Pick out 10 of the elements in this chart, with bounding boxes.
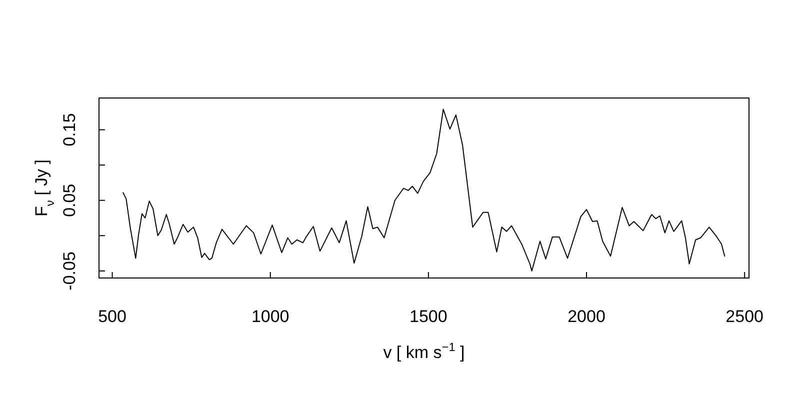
- x-tick-label: 500: [98, 307, 126, 326]
- x-tick-label: 1000: [251, 307, 290, 326]
- x-axis-title: v [ km s$^{−1}$ ]: [383, 340, 465, 362]
- y-tick-label: 0.15: [60, 113, 79, 146]
- line-series: [122, 108, 726, 272]
- y-tick-label: -0.05: [60, 252, 79, 290]
- x-tick-label: 2500: [726, 307, 764, 326]
- y-tick-label: 0.05: [60, 184, 79, 217]
- x-tick-label: 2000: [568, 307, 606, 326]
- x-tick-label: 1500: [410, 307, 448, 326]
